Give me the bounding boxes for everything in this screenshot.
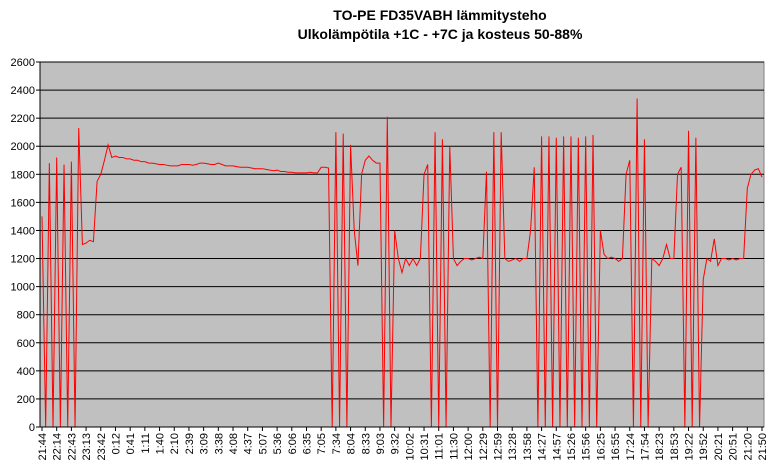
- x-tick-label: 10:31: [419, 433, 431, 461]
- x-tick-label: 5:07: [257, 433, 269, 454]
- x-tick-label: 13:28: [507, 433, 519, 461]
- x-tick-label: 12:00: [463, 433, 475, 461]
- x-tick-label: 13:58: [522, 433, 534, 461]
- data-line: [41, 98, 763, 428]
- y-tick-label: 800: [17, 310, 35, 322]
- x-tick-label: 4:08: [228, 433, 240, 454]
- x-tick-label: 17:54: [639, 433, 651, 461]
- x-tick-label: 2:39: [184, 433, 196, 454]
- x-tick-label: 6:06: [287, 433, 299, 454]
- y-tick-label: 2600: [11, 57, 35, 69]
- x-tick-label: 22:43: [66, 433, 78, 461]
- x-tick-label: 19:22: [684, 433, 696, 461]
- y-tick-label: 200: [17, 394, 35, 406]
- x-tick-label: 7:34: [331, 433, 343, 454]
- x-tick-label: 19:52: [698, 433, 710, 461]
- x-tick-label: 7:05: [316, 433, 328, 454]
- plot-area: [39, 61, 765, 428]
- x-tick-label: 4:37: [243, 433, 255, 454]
- x-tick-label: 5:36: [272, 433, 284, 454]
- x-tick-label: 14:27: [537, 433, 549, 461]
- x-tick-label: 6:35: [301, 433, 313, 454]
- x-tick-label: 18:23: [654, 433, 666, 461]
- y-tick-label: 2000: [11, 141, 35, 153]
- x-tick-label: 21:50: [757, 433, 769, 461]
- x-tick-label: 22:14: [52, 433, 64, 461]
- y-tick-label: 1000: [11, 282, 35, 294]
- y-tick-label: 0: [29, 422, 35, 434]
- x-tick-label: 21:44: [37, 433, 49, 461]
- x-tick-label: 16:25: [595, 433, 607, 461]
- x-tick-label: 9:03: [375, 433, 387, 454]
- x-tick-label: 3:09: [199, 433, 211, 454]
- y-tick-label: 2400: [11, 85, 35, 97]
- x-tick-label: 9:32: [390, 433, 402, 454]
- y-tick-label: 1800: [11, 169, 35, 181]
- x-tick-label: 1:40: [155, 433, 167, 454]
- x-tick-label: 3:38: [213, 433, 225, 454]
- x-tick-label: 8:33: [360, 433, 372, 454]
- x-tick-label: 21:20: [742, 433, 754, 461]
- y-tick-label: 1600: [11, 197, 35, 209]
- x-tick-label: 1:11: [140, 433, 152, 454]
- x-tick-label: 12:29: [478, 433, 490, 461]
- x-tick-label: 16:55: [610, 433, 622, 461]
- x-tick-label: 2:10: [169, 433, 181, 454]
- x-tick-label: 18:53: [669, 433, 681, 461]
- y-tick-label: 1200: [11, 254, 35, 266]
- x-tick-label: 14:57: [551, 433, 563, 461]
- x-tick-label: 23:13: [81, 433, 93, 461]
- x-tick-label: 17:24: [625, 433, 637, 461]
- chart-subtitle: Ulkolämpötila +1C - +7C ja kosteus 50-88…: [298, 26, 583, 42]
- x-tick-label: 15:26: [566, 433, 578, 461]
- y-tick-label: 2200: [11, 113, 35, 125]
- x-tick-label: 15:56: [581, 433, 593, 461]
- x-tick-label: 0:41: [125, 433, 137, 454]
- x-tick-label: 11:01: [434, 433, 446, 460]
- x-tick-label: 0:12: [110, 433, 122, 454]
- x-tick-label: 11:30: [448, 433, 460, 460]
- x-tick-label: 12:59: [493, 433, 505, 461]
- y-tick-label: 400: [17, 366, 35, 378]
- x-tick-label: 8:04: [346, 433, 358, 454]
- x-tick-label: 23:42: [96, 433, 108, 461]
- x-tick-label: 20:51: [728, 433, 740, 461]
- y-tick-label: 1400: [11, 225, 35, 237]
- x-tick-label: 10:02: [404, 433, 416, 461]
- x-tick-label: 20:21: [713, 433, 725, 461]
- y-tick-label: 600: [17, 338, 35, 350]
- chart-title: TO-PE FD35VABH lämmitysteho: [333, 7, 546, 23]
